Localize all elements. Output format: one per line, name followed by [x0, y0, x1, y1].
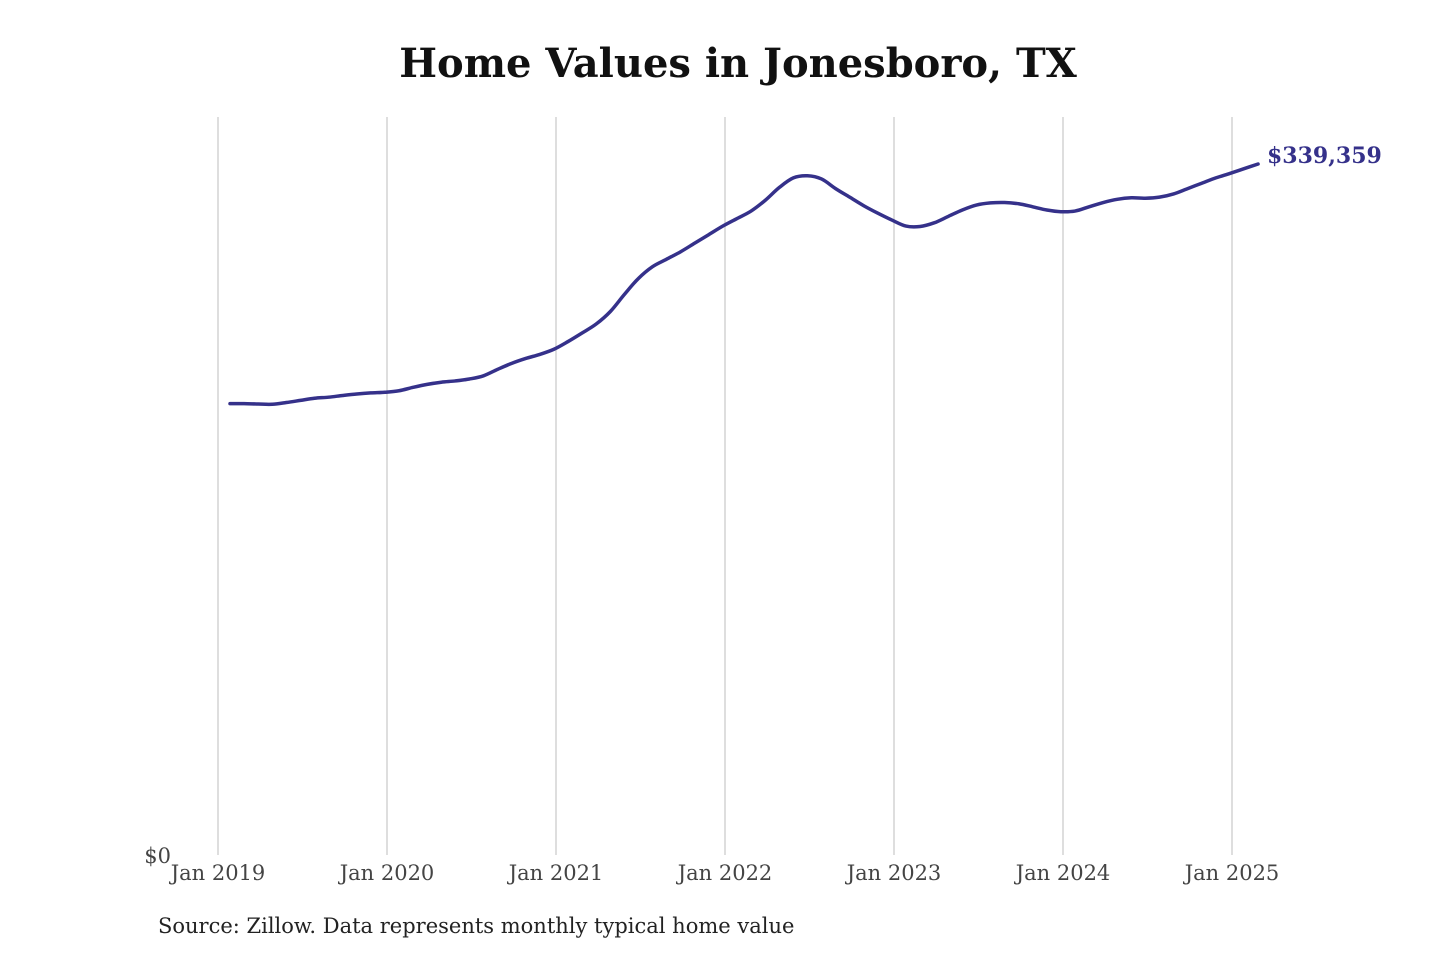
x-tick-label: Jan 2019 — [169, 861, 266, 885]
data-point — [313, 397, 316, 400]
end-value-label: $339,359 — [1267, 143, 1382, 169]
data-point — [792, 176, 795, 179]
data-point — [806, 174, 809, 177]
data-point — [482, 374, 485, 377]
data-point — [637, 277, 640, 280]
data-point — [961, 208, 964, 211]
data-point — [933, 221, 936, 224]
data-point — [1158, 196, 1161, 199]
data-point — [778, 186, 781, 189]
data-point — [736, 217, 739, 220]
series-layer — [228, 162, 1260, 407]
data-point — [693, 242, 696, 245]
data-point — [1088, 205, 1091, 208]
data-point — [285, 401, 288, 404]
data-point — [651, 265, 654, 268]
x-tick-label: Jan 2025 — [1183, 861, 1280, 885]
data-point — [369, 391, 372, 394]
data-point — [947, 215, 950, 218]
data-point — [538, 353, 541, 356]
source-note: Source: Zillow. Data represents monthly … — [158, 914, 795, 938]
data-point — [1186, 187, 1189, 190]
data-point — [1214, 176, 1217, 179]
x-tick-label: Jan 2024 — [1014, 861, 1111, 885]
data-point — [398, 389, 401, 392]
data-point — [919, 225, 922, 228]
data-point — [721, 225, 724, 228]
data-point — [524, 357, 527, 360]
data-point — [862, 204, 865, 207]
y-tick-label: $0 — [144, 844, 171, 868]
data-point — [848, 196, 851, 199]
data-point — [383, 391, 386, 394]
data-point — [890, 219, 893, 222]
data-point — [426, 383, 429, 386]
data-point — [552, 348, 555, 351]
data-point — [623, 293, 626, 296]
data-point — [1074, 210, 1077, 213]
data-point — [327, 396, 330, 399]
data-point — [496, 368, 499, 371]
labels-layer: Jan 2019 Jan 2020 Jan 2021 Jan 2022 Jan 2023… — [144, 143, 1382, 885]
data-point — [1257, 163, 1260, 166]
data-point — [581, 332, 584, 335]
data-point — [989, 201, 992, 204]
data-point — [975, 204, 978, 207]
data-point — [750, 210, 753, 213]
data-point — [1200, 182, 1203, 185]
data-point — [834, 187, 837, 190]
data-point — [1003, 201, 1006, 204]
data-point — [609, 310, 612, 313]
data-point — [1116, 198, 1119, 201]
data-point — [679, 250, 682, 253]
x-tick-label: Jan 2022 — [676, 861, 773, 885]
data-point — [1243, 167, 1246, 170]
chart-title: Home Values in Jonesboro, TX — [399, 40, 1077, 87]
series-line — [228, 162, 1260, 407]
data-point — [876, 212, 879, 215]
data-point — [271, 403, 274, 406]
data-point — [243, 402, 246, 405]
data-point — [1130, 196, 1133, 199]
data-point — [1031, 205, 1034, 208]
data-point — [1144, 197, 1147, 200]
data-point — [510, 362, 513, 365]
data-point — [595, 323, 598, 326]
data-point — [468, 378, 471, 381]
data-point — [1172, 192, 1175, 195]
data-point — [1228, 172, 1231, 175]
data-point — [764, 199, 767, 202]
data-point — [412, 386, 415, 389]
data-point — [355, 392, 358, 395]
data-point — [820, 177, 823, 180]
data-point — [299, 399, 302, 402]
data-point — [665, 258, 668, 261]
data-point — [1017, 202, 1020, 205]
data-point — [905, 225, 908, 228]
data-point — [341, 394, 344, 397]
data-point — [707, 233, 710, 236]
gridlines — [217, 117, 1233, 855]
data-point — [567, 340, 570, 343]
data-point — [440, 381, 443, 384]
x-tick-label: Jan 2021 — [507, 861, 604, 885]
data-point — [257, 403, 260, 406]
data-point — [229, 402, 232, 405]
data-point — [1102, 201, 1105, 204]
x-tick-label: Jan 2023 — [845, 861, 942, 885]
data-point — [1045, 208, 1048, 211]
line-chart: Jan 2019 Jan 2020 Jan 2021 Jan 2022 Jan 2023… — [144, 117, 1382, 885]
data-point — [454, 379, 457, 382]
x-tick-label: Jan 2020 — [338, 861, 435, 885]
data-point — [1059, 210, 1062, 213]
